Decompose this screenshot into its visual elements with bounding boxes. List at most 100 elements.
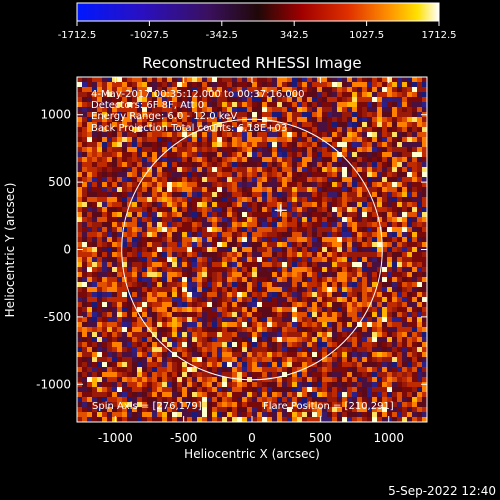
heatmap-cell: [387, 282, 392, 287]
heatmap-cell: [347, 272, 352, 277]
heatmap-cell: [392, 342, 397, 347]
heatmap-cell: [412, 277, 417, 282]
heatmap-cell: [97, 172, 102, 177]
heatmap-cell: [377, 282, 382, 287]
heatmap-cell: [222, 137, 227, 142]
heatmap-cell: [267, 232, 272, 237]
heatmap-cell: [277, 117, 282, 122]
heatmap-cell: [197, 187, 202, 192]
heatmap-cell: [282, 127, 287, 132]
heatmap-cell: [222, 282, 227, 287]
heatmap-cell: [182, 202, 187, 207]
heatmap-cell: [317, 392, 322, 397]
heatmap-cell: [237, 192, 242, 197]
heatmap-cell: [77, 197, 82, 202]
heatmap-cell: [242, 357, 247, 362]
heatmap-cell: [397, 167, 402, 172]
heatmap-cell: [312, 122, 317, 127]
heatmap-cell: [302, 147, 307, 152]
heatmap-cell: [337, 172, 342, 177]
heatmap-cell: [267, 222, 272, 227]
heatmap-cells: [77, 77, 427, 422]
heatmap-cell: [82, 132, 87, 137]
heatmap-cell: [317, 142, 322, 147]
heatmap-cell: [117, 337, 122, 342]
heatmap-cell: [182, 157, 187, 162]
heatmap-cell: [377, 192, 382, 197]
heatmap-cell: [152, 167, 157, 172]
heatmap-cell: [152, 407, 157, 412]
heatmap-cell: [187, 182, 192, 187]
heatmap-cell: [362, 352, 367, 357]
heatmap-cell: [307, 247, 312, 252]
heatmap-cell: [307, 347, 312, 352]
heatmap-cell: [177, 117, 182, 122]
heatmap-cell: [217, 227, 222, 232]
heatmap-cell: [122, 252, 127, 257]
heatmap-cell: [317, 317, 322, 322]
heatmap-cell: [407, 237, 412, 242]
heatmap-cell: [127, 412, 132, 417]
heatmap-cell: [237, 317, 242, 322]
heatmap-cell: [332, 142, 337, 147]
heatmap-cell: [92, 92, 97, 97]
heatmap-cell: [122, 97, 127, 102]
heatmap-cell: [347, 322, 352, 327]
heatmap-cell: [292, 167, 297, 172]
heatmap-cell: [352, 147, 357, 152]
heatmap-cell: [117, 187, 122, 192]
heatmap-cell: [202, 347, 207, 352]
heatmap-cell: [367, 317, 372, 322]
heatmap-cell: [362, 217, 367, 222]
heatmap-cell: [172, 302, 177, 307]
heatmap-cell: [122, 167, 127, 172]
heatmap-cell: [272, 102, 277, 107]
heatmap-cell: [407, 252, 412, 257]
heatmap-cell: [197, 297, 202, 302]
heatmap-cell: [82, 172, 87, 177]
heatmap-cell: [287, 92, 292, 97]
heatmap-cell: [282, 307, 287, 312]
heatmap-cell: [267, 227, 272, 232]
heatmap-cell: [357, 152, 362, 157]
heatmap-cell: [207, 357, 212, 362]
heatmap-cell: [262, 357, 267, 362]
heatmap-cell: [397, 287, 402, 292]
heatmap-cell: [157, 232, 162, 237]
heatmap-cell: [172, 207, 177, 212]
heatmap-cell: [317, 207, 322, 212]
heatmap-cell: [377, 127, 382, 132]
heatmap-cell: [97, 207, 102, 212]
heatmap-cell: [417, 127, 422, 132]
heatmap-cell: [117, 262, 122, 267]
heatmap-cell: [192, 357, 197, 362]
heatmap-cell: [117, 82, 122, 87]
heatmap-cell: [112, 172, 117, 177]
heatmap-cell: [257, 132, 262, 137]
heatmap-cell: [262, 137, 267, 142]
heatmap-cell: [212, 177, 217, 182]
heatmap-cell: [377, 142, 382, 147]
heatmap-cell: [192, 397, 197, 402]
heatmap-cell: [392, 397, 397, 402]
heatmap-cell: [357, 312, 362, 317]
heatmap-cell: [82, 332, 87, 337]
heatmap-cell: [247, 97, 252, 102]
heatmap-cell: [342, 397, 347, 402]
heatmap-cell: [257, 407, 262, 412]
heatmap-cell: [212, 312, 217, 317]
heatmap-cell: [142, 257, 147, 262]
heatmap-cell: [227, 227, 232, 232]
heatmap-cell: [77, 217, 82, 222]
heatmap-cell: [397, 132, 402, 137]
heatmap-cell: [257, 352, 262, 357]
heatmap-cell: [112, 157, 117, 162]
heatmap-cell: [287, 337, 292, 342]
heatmap-cell: [292, 312, 297, 317]
heatmap-cell: [227, 187, 232, 192]
heatmap-cell: [242, 137, 247, 142]
heatmap-cell: [337, 282, 342, 287]
heatmap-cell: [122, 312, 127, 317]
heatmap-cell: [327, 262, 332, 267]
heatmap-cell: [417, 132, 422, 137]
